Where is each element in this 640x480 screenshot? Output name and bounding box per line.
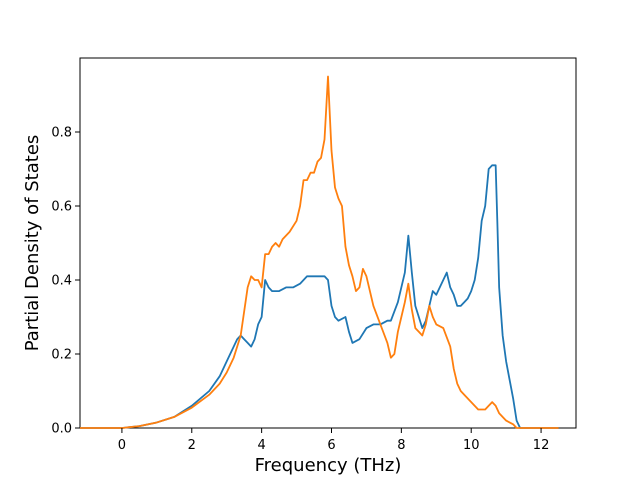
- y-tick-label: 0.4: [51, 274, 72, 289]
- series-line-1: [80, 164, 559, 429]
- x-tick-label: 6: [327, 438, 335, 453]
- x-tick-label: 8: [397, 438, 405, 453]
- y-axis-label: Partial Density of States: [22, 135, 43, 352]
- y-tick-label: 0.2: [51, 348, 72, 363]
- y-tick-label: 0.6: [51, 200, 72, 215]
- plot-frame: [79, 57, 577, 429]
- x-tick-label: 0: [118, 438, 126, 453]
- x-tick-label: 4: [257, 438, 265, 453]
- x-tick-label: 12: [533, 438, 550, 453]
- y-tick-label: 0.0: [51, 422, 72, 437]
- x-tick-label: 10: [463, 438, 480, 453]
- x-axis-label: Frequency (THz): [255, 455, 402, 476]
- x-axis-ticks: 0 2 4 6 8 10 12: [118, 428, 550, 453]
- x-tick-label: 2: [188, 438, 196, 453]
- y-tick-label: 0.8: [51, 126, 72, 141]
- series-layer: [80, 75, 559, 429]
- y-axis-ticks: 0.0 0.2 0.4 0.6 0.8: [51, 126, 80, 437]
- series-line-2: [80, 75, 559, 429]
